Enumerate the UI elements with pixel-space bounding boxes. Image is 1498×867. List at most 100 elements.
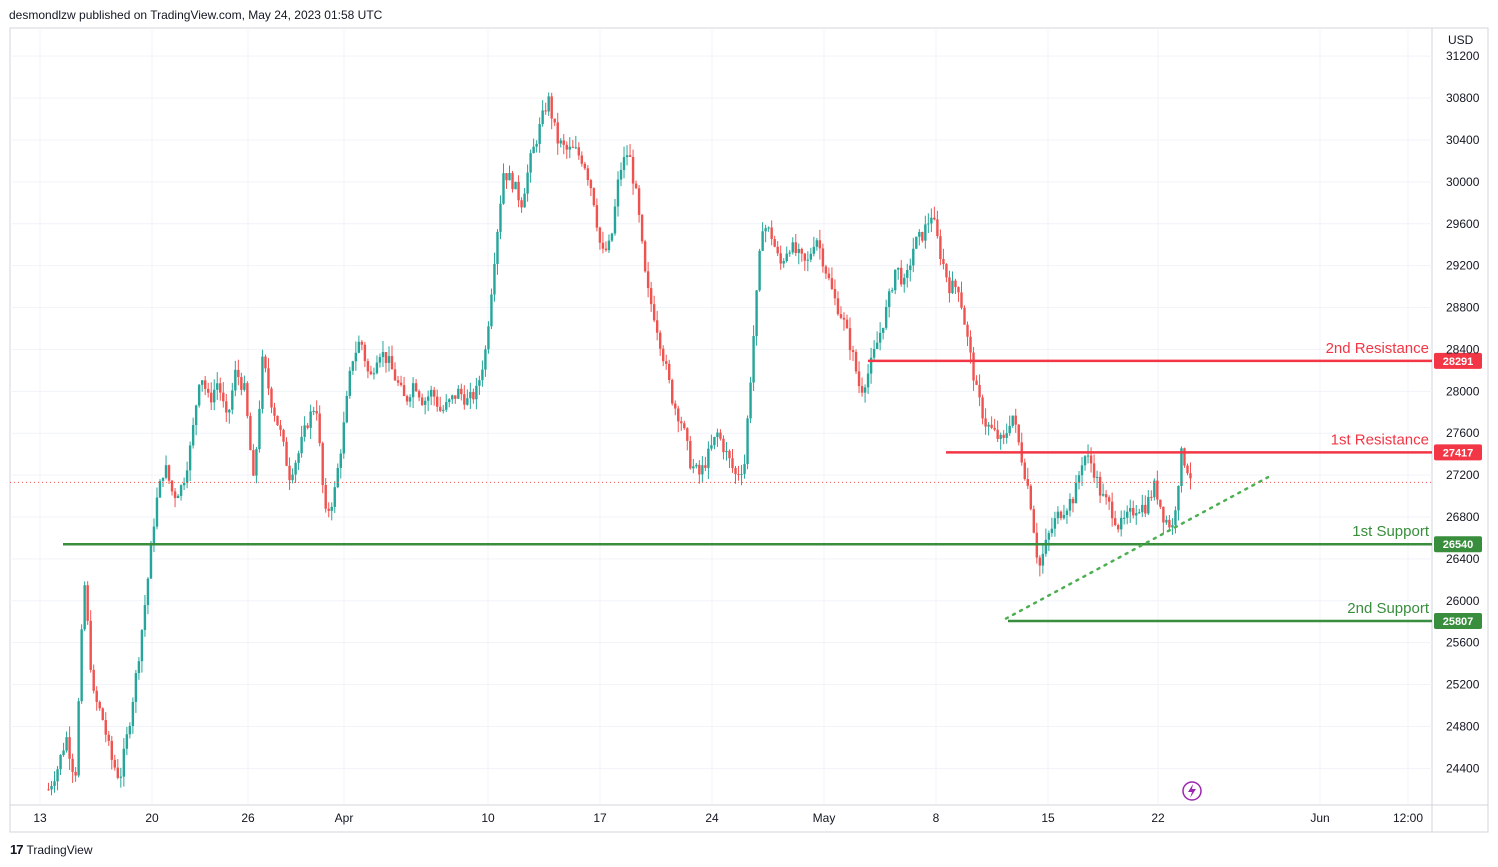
candle-body bbox=[936, 219, 939, 237]
candle-body bbox=[1047, 533, 1051, 540]
candle-body bbox=[830, 278, 834, 289]
candle-body bbox=[517, 181, 520, 201]
candle-body bbox=[664, 361, 668, 364]
candle-body bbox=[216, 383, 219, 390]
candle-body bbox=[677, 408, 680, 422]
candle-body bbox=[758, 250, 761, 291]
candle-body bbox=[628, 155, 632, 157]
candle-body bbox=[535, 143, 538, 147]
candle-body bbox=[707, 448, 710, 468]
candle-body bbox=[1071, 498, 1075, 504]
candle-body bbox=[312, 410, 315, 412]
candle-body bbox=[1119, 517, 1123, 530]
candle-body bbox=[613, 206, 617, 234]
candle-body bbox=[451, 395, 454, 400]
candle-body bbox=[439, 406, 442, 411]
candle-body bbox=[164, 465, 168, 478]
candle-body bbox=[553, 118, 556, 123]
lightning-icon[interactable] bbox=[1182, 781, 1202, 801]
candle-body bbox=[1147, 496, 1150, 514]
candle-body bbox=[1038, 557, 1042, 566]
candle-body bbox=[731, 458, 734, 469]
candle-body bbox=[276, 415, 279, 426]
y-tick-label: 28000 bbox=[1446, 384, 1480, 398]
candle-body bbox=[827, 273, 831, 279]
x-tick-label: 10 bbox=[481, 811, 495, 825]
candle-body bbox=[255, 449, 258, 476]
candle-body bbox=[725, 450, 728, 453]
price-tag bbox=[1434, 444, 1482, 461]
candle-body bbox=[194, 405, 198, 426]
candles bbox=[47, 92, 1192, 796]
grid bbox=[9, 27, 1489, 833]
candle-body bbox=[372, 373, 376, 375]
x-tick-label: 22 bbox=[1151, 811, 1165, 825]
y-tick-label: 26800 bbox=[1446, 510, 1480, 524]
candle-body bbox=[514, 181, 517, 190]
candle-body bbox=[652, 304, 656, 321]
time-axis: 13 20 26 Apr 10 17 24 May 8 15 22 Jun 12:00 bbox=[33, 811, 1423, 825]
candle-body bbox=[294, 462, 297, 475]
candle-body bbox=[872, 348, 876, 358]
candle-body bbox=[288, 465, 291, 481]
candle-body bbox=[740, 473, 743, 475]
candle-body bbox=[836, 298, 840, 315]
candle-body bbox=[1110, 501, 1114, 519]
price-tag bbox=[1434, 536, 1482, 553]
candle-body bbox=[860, 386, 864, 393]
y-tick-label: 29600 bbox=[1446, 217, 1480, 231]
candle-body bbox=[375, 362, 379, 374]
candle-body bbox=[915, 236, 918, 249]
tradingview-footer[interactable]: 17 TradingView bbox=[10, 842, 93, 857]
candle-body bbox=[387, 356, 391, 363]
candle-body bbox=[785, 253, 788, 262]
candle-body bbox=[1014, 415, 1017, 425]
candle-body bbox=[716, 432, 719, 438]
candle-body bbox=[240, 376, 243, 390]
candle-body bbox=[354, 352, 358, 362]
x-tick-label: 13 bbox=[33, 811, 47, 825]
candle-body bbox=[906, 269, 909, 278]
candle-body bbox=[173, 491, 177, 499]
candle-body bbox=[185, 470, 189, 484]
candle-body bbox=[321, 443, 324, 486]
candle-body bbox=[390, 356, 394, 370]
candle-body bbox=[631, 156, 635, 184]
candle-body bbox=[710, 445, 713, 449]
y-tick-label: 29200 bbox=[1446, 259, 1480, 273]
candle-body bbox=[607, 240, 611, 251]
candle-body bbox=[1183, 448, 1186, 466]
candle-body bbox=[791, 242, 794, 253]
candle-body bbox=[1026, 478, 1029, 486]
candle-body bbox=[972, 352, 975, 381]
candle-body bbox=[960, 292, 963, 308]
candle-body bbox=[71, 758, 74, 772]
candle-body bbox=[683, 423, 686, 429]
candle-body bbox=[909, 265, 912, 270]
candle-body bbox=[857, 371, 861, 387]
candle-body bbox=[86, 585, 89, 621]
candle-body bbox=[583, 163, 587, 169]
y-tick-label: 26400 bbox=[1446, 552, 1480, 566]
candle-body bbox=[191, 425, 195, 446]
x-tick-label: May bbox=[813, 811, 836, 825]
candle-body bbox=[942, 259, 945, 265]
candle-body bbox=[405, 396, 409, 402]
y-tick-label: 24800 bbox=[1446, 719, 1480, 733]
candle-body bbox=[987, 424, 990, 427]
candle-body bbox=[698, 464, 701, 475]
candle-body bbox=[1050, 528, 1054, 534]
tradingview-logo-icon: 17 bbox=[10, 842, 24, 857]
candle-body bbox=[692, 466, 695, 469]
candle-body bbox=[1053, 518, 1057, 529]
candle-body bbox=[203, 380, 207, 389]
candle-body bbox=[351, 361, 355, 371]
candle-body bbox=[734, 468, 737, 475]
level-label: 1st Resistance bbox=[1331, 431, 1429, 448]
candle-body bbox=[661, 348, 665, 362]
candle-body bbox=[773, 239, 776, 247]
candle-body bbox=[1174, 510, 1177, 526]
candle-body bbox=[884, 307, 888, 328]
candle-body bbox=[291, 474, 294, 481]
